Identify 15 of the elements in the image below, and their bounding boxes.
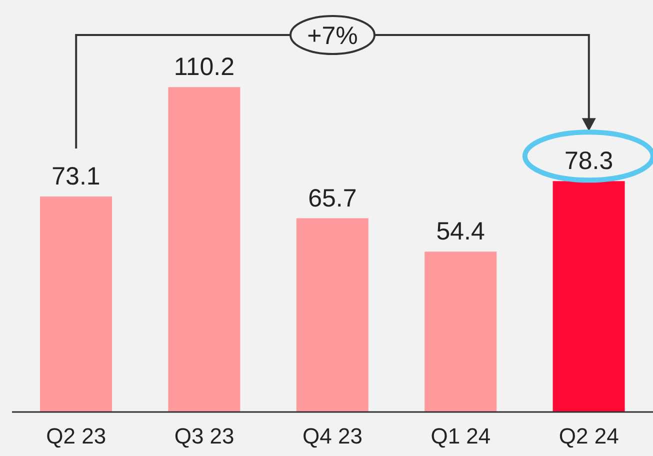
x-tick-label: Q3 23 [174,424,234,449]
data-label: 73.1 [52,162,100,190]
data-label: 65.7 [308,184,357,212]
bar [168,87,240,412]
bar [424,252,497,412]
data-label: 54.4 [436,218,486,246]
x-tick-label: Q4 23 [302,424,362,449]
x-tick-label: Q2 24 [558,424,619,449]
bar [40,196,112,412]
text: +7% [307,22,358,50]
data-label: 110.2 [174,53,235,82]
data-label: 78.3 [564,147,614,176]
bar [296,218,368,412]
x-tick-label: Q1 24 [430,424,491,449]
x-tick-label: Q2 23 [46,424,106,449]
